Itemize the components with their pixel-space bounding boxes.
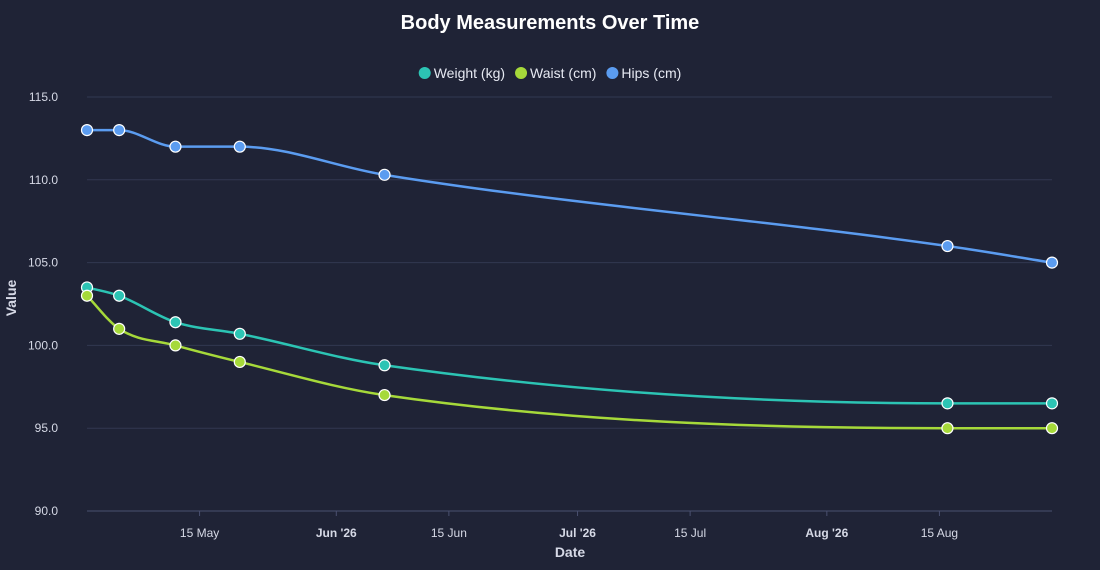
series-lines — [86, 128, 1053, 430]
data-point[interactable] — [1045, 397, 1059, 410]
data-point[interactable] — [113, 322, 126, 335]
legend-marker — [418, 67, 431, 79]
y-tick-label: 115.0 — [29, 90, 58, 104]
grid — [87, 96, 1052, 512]
data-point[interactable] — [1045, 256, 1059, 269]
data-point[interactable] — [113, 124, 126, 137]
x-tick-label: 15 May — [180, 526, 219, 540]
x-tick-label: Aug '26 — [805, 526, 848, 540]
y-tick-label: 90.0 — [35, 504, 59, 518]
legend-label: Weight (kg) — [434, 65, 505, 81]
x-axis-ticks: 15 May Jun '26 15 Jun Jul '26 15 Jul Aug '26 1… — [180, 511, 958, 540]
data-point[interactable] — [80, 289, 94, 302]
legend-label: Waist (cm) — [530, 65, 596, 81]
data-point[interactable] — [80, 124, 94, 137]
x-tick-label: 15 Jul — [674, 526, 706, 540]
data-point[interactable] — [1045, 422, 1059, 435]
x-tick-label: Jun '26 — [316, 526, 357, 540]
data-point[interactable] — [941, 397, 954, 410]
data-point[interactable] — [941, 239, 954, 253]
y-tick-label: 95.0 — [35, 421, 59, 435]
data-point[interactable] — [113, 289, 126, 302]
data-point[interactable] — [169, 339, 182, 352]
x-tick-label: 15 Jun — [431, 526, 467, 540]
data-point[interactable] — [378, 388, 391, 402]
data-point[interactable] — [941, 422, 954, 435]
x-tick-label: Jul '26 — [559, 526, 596, 540]
legend-item[interactable]: Weight (kg) — [418, 65, 505, 81]
y-axis-ticks: 90.0 95.0 100.0 105.0 110.0 115.0 — [28, 90, 58, 518]
y-tick-label: 105.0 — [28, 256, 58, 270]
data-point[interactable] — [233, 140, 246, 153]
x-tick-label: 15 Aug — [921, 526, 958, 540]
y-tick-label: 110.0 — [29, 173, 58, 187]
series-line-1 — [86, 294, 1052, 430]
legend-label: Hips (cm) — [621, 65, 681, 81]
y-tick-label: 100.0 — [28, 338, 58, 352]
data-point[interactable] — [378, 168, 391, 181]
legend-marker — [515, 67, 528, 79]
series-line-2 — [87, 128, 1053, 264]
data-point[interactable] — [233, 327, 246, 340]
data-point[interactable] — [233, 355, 246, 369]
legend-item[interactable]: Waist (cm) — [515, 65, 596, 81]
data-points[interactable] — [80, 124, 1059, 435]
data-point[interactable] — [169, 140, 182, 153]
x-axis-label: Date — [555, 544, 586, 560]
data-point[interactable] — [169, 316, 182, 329]
y-axis-label: Value — [3, 280, 19, 317]
legend-item[interactable]: Hips (cm) — [606, 65, 681, 81]
data-point[interactable] — [378, 359, 391, 372]
chart-title: Body Measurements Over Time — [401, 12, 700, 34]
legend-marker — [606, 67, 619, 79]
legend[interactable]: Weight (kg) Waist (cm) Hips (cm) — [418, 65, 682, 81]
